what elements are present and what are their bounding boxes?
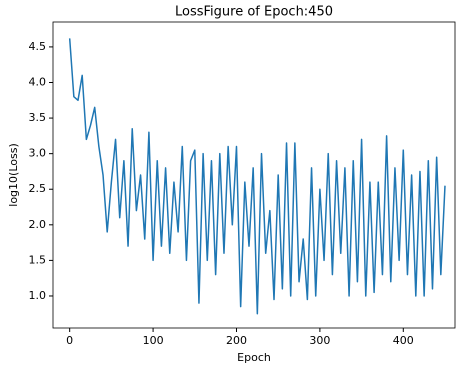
x-tick-label: 0: [66, 334, 73, 347]
x-tick-label: 100: [143, 334, 164, 347]
y-tick-label: 1.0: [29, 289, 47, 302]
y-tick-label: 2.0: [29, 218, 47, 231]
y-tick-label: 3.5: [29, 111, 47, 124]
x-axis-label: Epoch: [237, 351, 271, 364]
x-tick-label: 200: [226, 334, 247, 347]
loss-line: [68, 38, 446, 315]
y-tick-label: 4.5: [29, 40, 47, 53]
y-tick-label: 4.0: [29, 75, 47, 88]
x-tick-label: 300: [309, 334, 330, 347]
x-tick-label: 400: [393, 334, 414, 347]
y-axis-label: log10(Loss): [7, 143, 20, 206]
chart-title: LossFigure of Epoch:450: [175, 5, 333, 20]
y-tick-label: 3.0: [29, 147, 47, 160]
y-tick-label: 2.5: [29, 182, 47, 195]
y-tick-label: 1.5: [29, 253, 47, 266]
plot-frame: [52, 21, 456, 329]
